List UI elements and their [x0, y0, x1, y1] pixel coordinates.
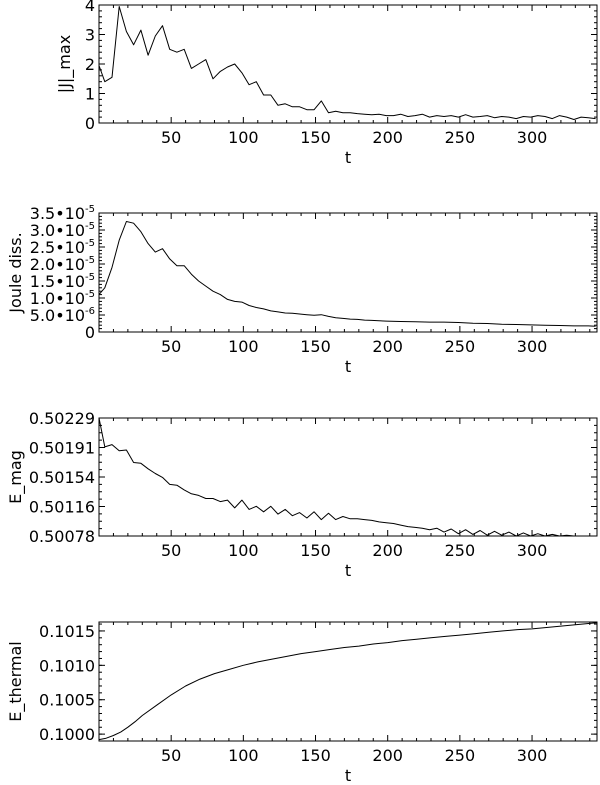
y-tick-label: 0: [85, 114, 95, 133]
x-tick-label: 50: [161, 746, 181, 765]
x-tick-label: 100: [228, 128, 259, 147]
x-tick-label: 250: [445, 337, 476, 356]
y-tick-label: 5.0•10-6: [30, 306, 95, 325]
y-tick-label: 1.0•10-5: [30, 289, 95, 308]
x-tick-label: 200: [372, 541, 403, 560]
x-axis-label: t: [345, 561, 351, 580]
x-tick-label: 300: [517, 337, 548, 356]
x-tick-label: 100: [228, 541, 259, 560]
y-axis-label: E_thermal: [6, 641, 26, 722]
y-tick-label: 4: [85, 0, 95, 15]
y-tick-label: 2.5•10-5: [30, 238, 95, 257]
x-tick-label: 150: [300, 746, 331, 765]
x-tick-label: 150: [300, 541, 331, 560]
x-tick-label: 50: [161, 337, 181, 356]
x-tick-label: 100: [228, 746, 259, 765]
chart-panel-1: 50 100 150 200 250 300 t 0 1 2 3 4 |J|_max: [55, 0, 598, 167]
x-tick-label: 300: [517, 541, 548, 560]
chart-panel-3: 50 100 150 200 250 300 t 0.50078 0.50116 0.50154 0…: [6, 409, 598, 580]
y-tick-label: 0.1000: [39, 725, 95, 744]
x-axis-label: t: [345, 766, 351, 785]
x-tick-label: 150: [300, 128, 331, 147]
y-tick-label: 1.5•10-5: [30, 272, 95, 291]
x-tick-label: 50: [161, 541, 181, 560]
x-axis-label: t: [345, 148, 351, 167]
y-tick-label: 0.50116: [29, 498, 95, 517]
y-tick-label: 3.0•10-5: [30, 221, 95, 240]
plot-frame: [98, 4, 598, 124]
y-tick-label: 0.1015: [39, 622, 95, 641]
x-tick-label: 150: [300, 337, 331, 356]
x-axis-label: t: [345, 357, 351, 376]
y-tick-label: 0.50229: [29, 409, 95, 428]
plot-frame: [98, 212, 598, 333]
x-tick-label: 200: [372, 337, 403, 356]
x-tick-label: 300: [517, 746, 548, 765]
x-tick-label: 50: [161, 128, 181, 147]
y-tick-label: 0.1005: [39, 691, 95, 710]
y-tick-label: 3: [85, 26, 95, 45]
y-tick-label: 3.5•10-5: [30, 204, 95, 223]
chart-panel-4: 50 100 150 200 250 300 t 0.1000 0.1005 0.1010 0.10…: [6, 621, 598, 785]
y-tick-label: 0.1010: [39, 656, 95, 675]
y-tick-label: 2.0•10-5: [30, 255, 95, 274]
y-tick-label: 0.50154: [29, 468, 95, 487]
series-line-1: [98, 221, 596, 327]
series-line-1: [98, 622, 598, 741]
y-axis-label: Joule diss.: [6, 232, 25, 313]
y-tick-label: 0.50191: [29, 439, 95, 458]
x-tick-label: 250: [445, 541, 476, 560]
y-tick-label: 1: [85, 85, 95, 104]
x-tick-label: 200: [372, 128, 403, 147]
y-axis-label: |J|_max: [55, 35, 75, 93]
y-axis-label: E_mag: [6, 450, 26, 504]
chart-panel-2: 50 100 150 200 250 300 t 05.0•10-61.0•10-51.5•1…: [6, 204, 598, 376]
x-tick-label: 250: [445, 128, 476, 147]
plot-frame: [98, 621, 598, 742]
x-tick-label: 100: [228, 337, 259, 356]
x-tick-label: 300: [517, 128, 548, 147]
series-line-1: [98, 6, 596, 120]
series-line-1: [98, 417, 596, 537]
x-tick-label: 250: [445, 746, 476, 765]
y-tick-label: 0.50078: [29, 527, 95, 546]
x-tick-label: 200: [372, 746, 403, 765]
y-tick-label: 2: [85, 55, 95, 74]
y-tick-label: 0: [85, 323, 95, 342]
